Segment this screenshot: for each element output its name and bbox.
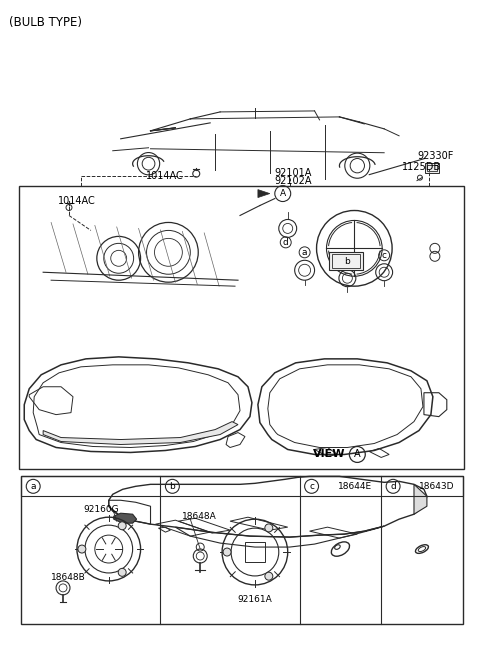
Bar <box>329 252 363 271</box>
Bar <box>333 254 360 269</box>
Text: VIEW: VIEW <box>313 449 346 459</box>
Text: 92102A: 92102A <box>275 176 312 185</box>
Text: c: c <box>382 251 387 260</box>
Text: 1014AC: 1014AC <box>145 171 183 181</box>
Circle shape <box>118 522 126 530</box>
Text: 18643D: 18643D <box>419 482 455 491</box>
Circle shape <box>223 548 231 556</box>
Text: c: c <box>309 482 314 491</box>
Text: b: b <box>345 257 350 266</box>
Text: (BULB TYPE): (BULB TYPE) <box>9 16 83 29</box>
Circle shape <box>265 524 273 532</box>
Bar <box>19 185 464 470</box>
Bar <box>21 476 463 624</box>
Circle shape <box>78 545 86 553</box>
Text: 92330F: 92330F <box>417 151 453 160</box>
Circle shape <box>118 569 126 576</box>
Bar <box>21 476 463 496</box>
Bar <box>245 542 265 562</box>
Polygon shape <box>414 484 427 514</box>
Text: d: d <box>283 238 288 247</box>
Text: 18648A: 18648A <box>182 512 217 521</box>
Bar <box>427 164 437 171</box>
Text: 18644E: 18644E <box>338 482 372 491</box>
Text: 1125DB: 1125DB <box>402 162 441 172</box>
Text: 92101A: 92101A <box>275 168 312 178</box>
Text: 92161A: 92161A <box>238 595 272 605</box>
Bar <box>425 162 439 173</box>
Circle shape <box>265 572 273 580</box>
Polygon shape <box>114 514 137 523</box>
Polygon shape <box>43 422 238 445</box>
Text: 1014AC: 1014AC <box>58 196 96 206</box>
Text: b: b <box>169 482 175 491</box>
Polygon shape <box>258 189 270 198</box>
Text: a: a <box>302 248 307 257</box>
Text: A: A <box>280 189 286 198</box>
Text: d: d <box>390 482 396 491</box>
Text: A: A <box>354 449 360 459</box>
Text: 92160G: 92160G <box>83 505 119 514</box>
Text: 18648B: 18648B <box>51 573 86 582</box>
Text: a: a <box>30 482 36 491</box>
